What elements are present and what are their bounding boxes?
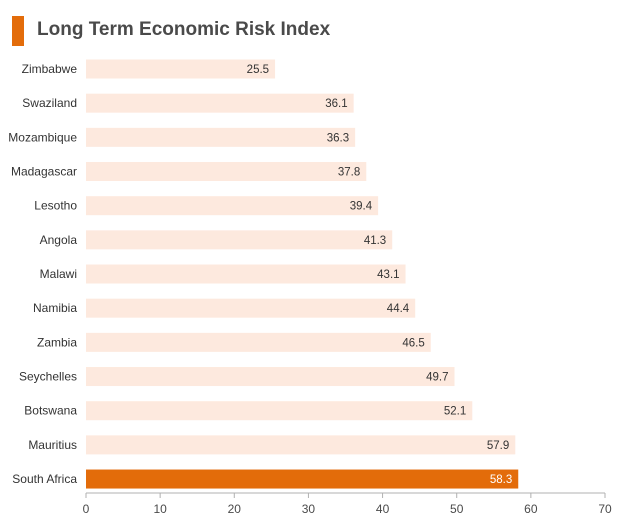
x-tick-label: 20	[228, 502, 242, 516]
category-label: Zambia	[37, 335, 77, 349]
value-label: 41.3	[364, 235, 386, 247]
category-label: Malawi	[40, 267, 77, 281]
x-tick-label: 60	[524, 502, 538, 516]
value-label: 43.1	[377, 269, 399, 281]
value-label: 46.5	[402, 337, 424, 349]
category-label: Angola	[40, 233, 78, 247]
category-label: Swaziland	[22, 96, 77, 110]
bar	[86, 469, 519, 489]
bar	[86, 435, 516, 455]
value-label: 49.7	[426, 372, 448, 384]
category-label: South Africa	[12, 472, 77, 486]
category-label: Mozambique	[8, 130, 77, 144]
value-label: 39.4	[350, 201, 373, 213]
bar	[86, 162, 367, 182]
bar	[86, 264, 406, 284]
value-label: 25.5	[247, 64, 269, 76]
bar	[86, 196, 379, 216]
value-label: 37.8	[338, 167, 360, 179]
x-tick-label: 0	[83, 502, 90, 516]
category-label: Zimbabwe	[22, 62, 78, 76]
bar	[86, 401, 473, 421]
category-label: Botswana	[24, 404, 77, 418]
category-label: Madagascar	[11, 165, 77, 179]
bar	[86, 93, 354, 113]
title-accent-bar	[12, 16, 24, 46]
value-label: 57.9	[487, 440, 509, 452]
category-label: Seychelles	[19, 370, 77, 384]
x-tick-label: 30	[302, 502, 316, 516]
category-label: Mauritius	[28, 438, 77, 452]
chart-title: Long Term Economic Risk Index	[37, 19, 331, 40]
bar	[86, 230, 393, 250]
value-label: 58.3	[490, 474, 512, 486]
value-label: 44.4	[387, 303, 410, 315]
bar	[86, 367, 455, 387]
value-label: 52.1	[444, 406, 466, 418]
bar	[86, 332, 431, 352]
category-label: Lesotho	[34, 199, 77, 213]
x-tick-label: 70	[598, 502, 612, 516]
x-tick-label: 10	[153, 502, 167, 516]
bar	[86, 59, 276, 79]
bar	[86, 298, 416, 318]
category-label: Namibia	[33, 301, 77, 315]
x-tick-label: 50	[450, 502, 464, 516]
x-tick-label: 40	[376, 502, 390, 516]
value-label: 36.3	[327, 132, 349, 144]
value-label: 36.1	[325, 98, 347, 110]
bar	[86, 127, 356, 147]
